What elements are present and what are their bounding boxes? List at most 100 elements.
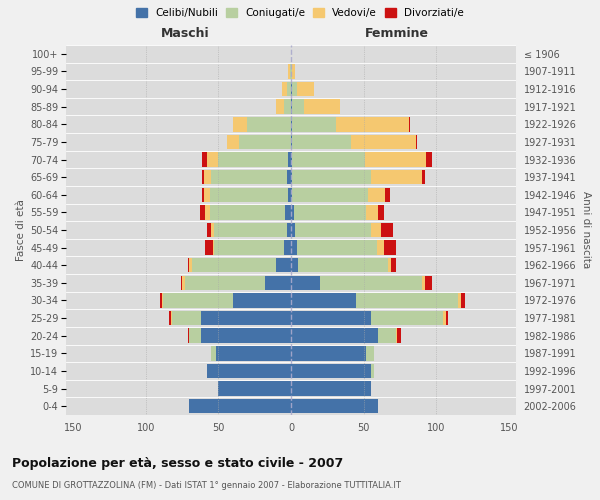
Bar	[391, 258, 395, 272]
Bar	[356, 294, 458, 308]
Bar	[291, 82, 292, 96]
Bar	[288, 188, 291, 202]
Bar	[170, 311, 172, 326]
Text: Maschi: Maschi	[161, 26, 209, 40]
Bar	[292, 134, 350, 149]
Bar	[218, 152, 288, 166]
Bar	[214, 240, 284, 255]
Bar	[215, 346, 291, 360]
Bar	[367, 346, 374, 360]
Bar	[292, 152, 365, 166]
Bar	[291, 311, 371, 326]
Bar	[367, 205, 378, 220]
Bar	[292, 64, 295, 78]
Bar	[284, 100, 291, 114]
Bar	[320, 276, 422, 290]
Bar	[291, 382, 371, 396]
Bar	[287, 223, 291, 237]
Bar	[205, 240, 212, 255]
Bar	[181, 276, 182, 290]
Bar	[287, 82, 291, 96]
Bar	[446, 311, 448, 326]
Bar	[204, 170, 211, 184]
Bar	[202, 188, 204, 202]
Bar	[291, 399, 378, 413]
Bar	[422, 276, 425, 290]
Bar	[211, 170, 287, 184]
Bar	[291, 117, 292, 132]
Bar	[397, 328, 401, 343]
Bar	[297, 240, 377, 255]
Bar	[292, 170, 371, 184]
Text: Popolazione per età, sesso e stato civile - 2007: Popolazione per età, sesso e stato civil…	[12, 458, 343, 470]
Bar	[291, 170, 292, 184]
Y-axis label: Anni di nascita: Anni di nascita	[581, 192, 590, 268]
Bar	[207, 152, 218, 166]
Bar	[365, 152, 426, 166]
Bar	[202, 152, 207, 166]
Bar	[371, 311, 443, 326]
Bar	[409, 117, 410, 132]
Bar	[291, 64, 292, 78]
Bar	[200, 205, 205, 220]
Legend: Celibi/Nubili, Coniugati/e, Vedovi/e, Divorziati/e: Celibi/Nubili, Coniugati/e, Vedovi/e, Di…	[133, 5, 467, 21]
Bar	[265, 276, 291, 290]
Bar	[207, 223, 211, 237]
Bar	[304, 100, 340, 114]
Bar	[285, 205, 291, 220]
Bar	[192, 258, 277, 272]
Bar	[388, 258, 391, 272]
Bar	[247, 117, 291, 132]
Text: Femmine: Femmine	[365, 26, 429, 40]
Bar	[190, 258, 192, 272]
Bar	[291, 294, 356, 308]
Bar	[291, 240, 297, 255]
Bar	[371, 223, 381, 237]
Bar	[277, 258, 291, 272]
Bar	[291, 364, 371, 378]
Bar	[377, 240, 384, 255]
Bar	[185, 276, 265, 290]
Bar	[297, 82, 314, 96]
Bar	[292, 188, 368, 202]
Bar	[201, 311, 291, 326]
Bar	[291, 328, 378, 343]
Bar	[204, 188, 210, 202]
Bar	[288, 64, 290, 78]
Bar	[291, 223, 295, 237]
Bar	[291, 188, 292, 202]
Bar	[169, 311, 170, 326]
Bar	[291, 205, 294, 220]
Bar	[163, 294, 233, 308]
Bar	[458, 294, 461, 308]
Bar	[291, 152, 292, 166]
Bar	[207, 364, 291, 378]
Bar	[371, 170, 422, 184]
Bar	[443, 311, 446, 326]
Bar	[287, 170, 291, 184]
Bar	[461, 294, 465, 308]
Bar	[277, 100, 284, 114]
Bar	[291, 134, 292, 149]
Bar	[292, 100, 304, 114]
Bar	[190, 328, 201, 343]
Bar	[214, 223, 287, 237]
Bar	[205, 205, 210, 220]
Bar	[298, 258, 388, 272]
Bar	[201, 328, 291, 343]
Bar	[282, 82, 287, 96]
Bar	[384, 240, 395, 255]
Bar	[160, 294, 162, 308]
Bar	[291, 258, 298, 272]
Y-axis label: Fasce di età: Fasce di età	[16, 199, 26, 261]
Bar	[292, 117, 336, 132]
Bar	[227, 134, 239, 149]
Bar	[211, 223, 214, 237]
Bar	[291, 276, 320, 290]
Bar	[350, 134, 416, 149]
Bar	[368, 188, 385, 202]
Bar	[233, 117, 247, 132]
Bar	[336, 117, 409, 132]
Bar	[218, 382, 291, 396]
Bar	[291, 100, 292, 114]
